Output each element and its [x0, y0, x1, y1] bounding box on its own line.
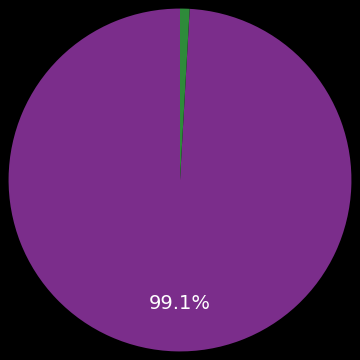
Text: 99.1%: 99.1%: [149, 294, 211, 313]
Wedge shape: [9, 9, 351, 351]
Wedge shape: [180, 9, 190, 180]
